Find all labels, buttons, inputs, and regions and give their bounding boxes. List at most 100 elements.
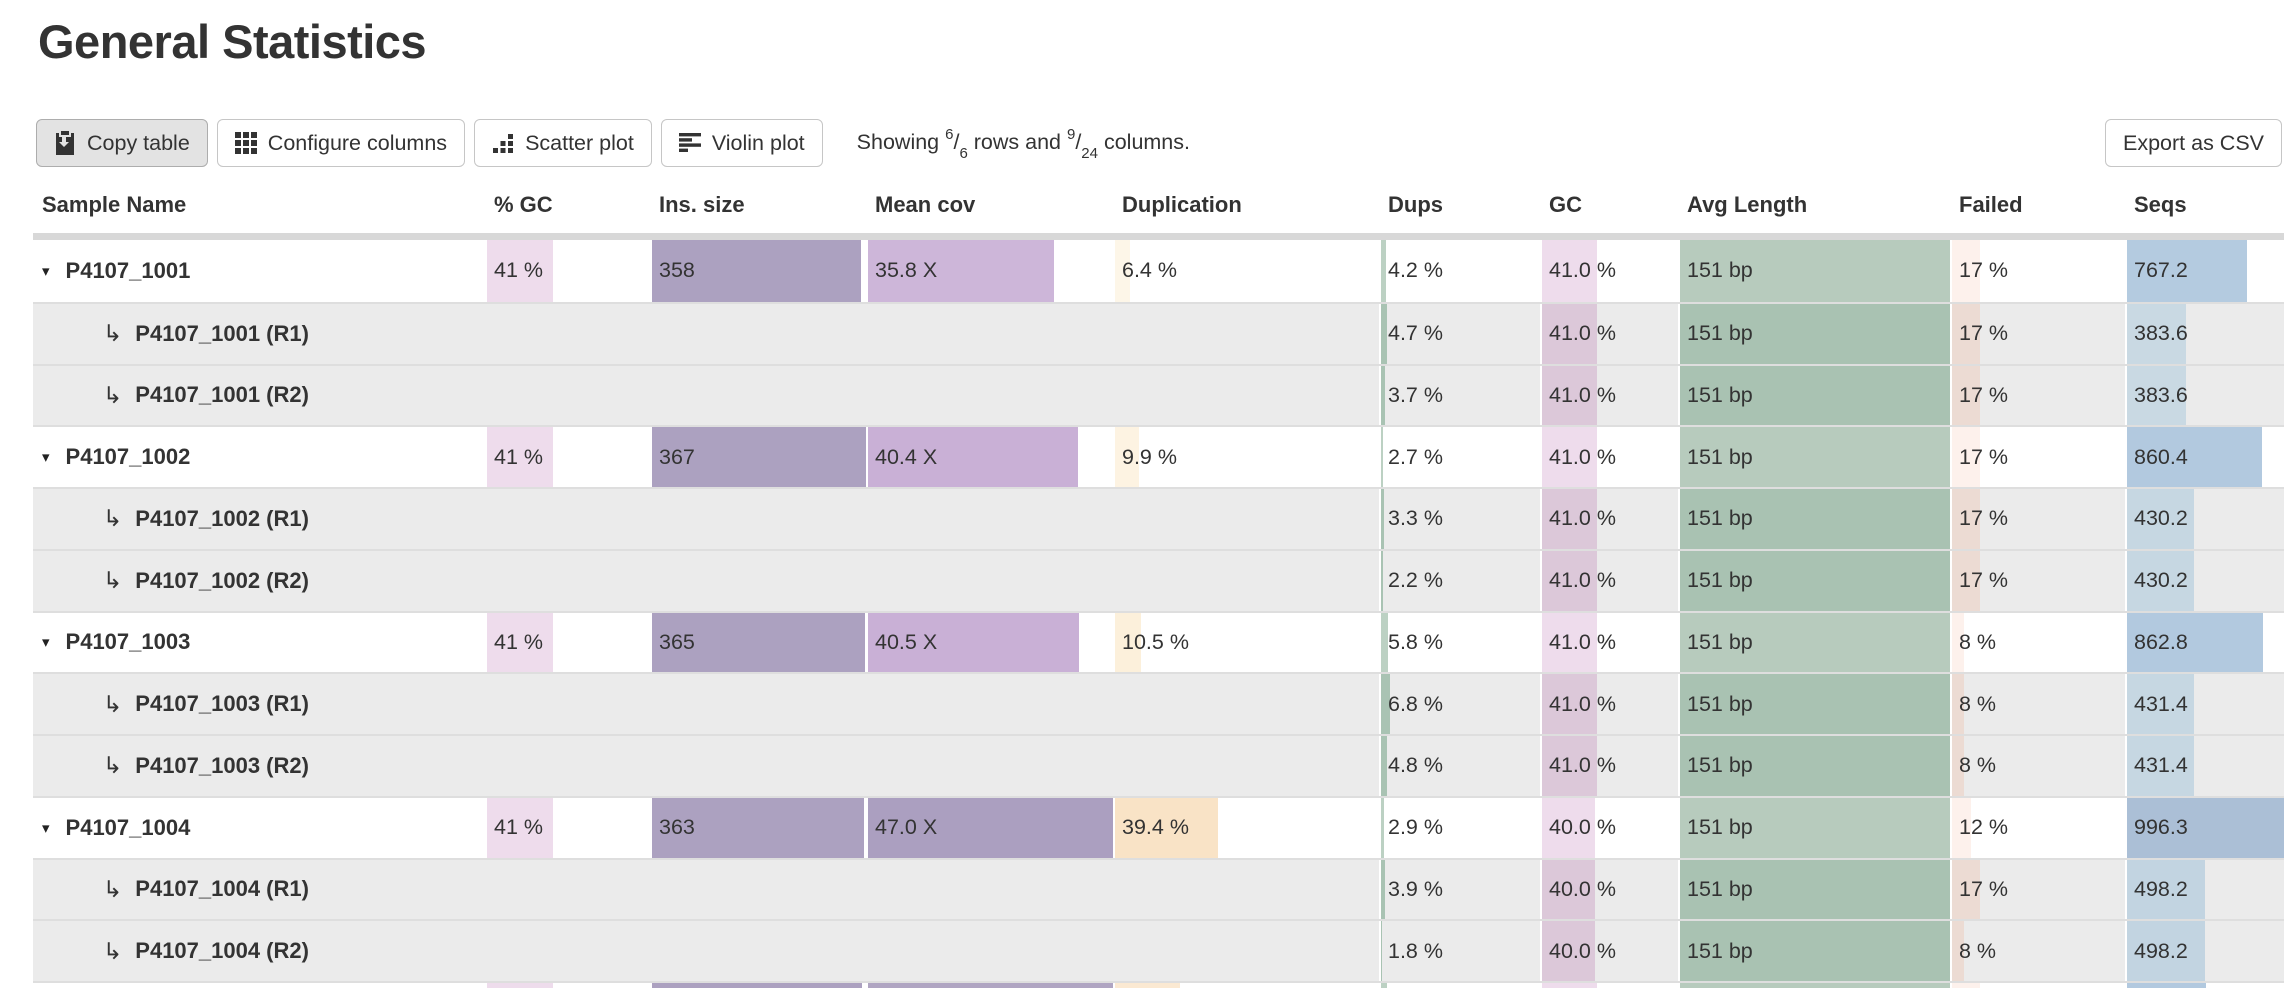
value-bar: [2125, 859, 2205, 920]
sample-name: P4107_1004 (R1): [135, 876, 309, 902]
sample-name: P4107_1003 (R2): [135, 752, 309, 778]
sample-name-cell[interactable]: ▾ P4107_1002: [33, 427, 485, 487]
cell-dup: [1113, 366, 1379, 426]
cell-value: 151 bp: [1687, 753, 1753, 778]
column-header-sample[interactable]: Sample Name: [42, 192, 187, 217]
cell-value: 41.0 %: [1549, 444, 1616, 469]
cell-failed: 8 %: [1950, 612, 2125, 673]
configure-columns-label: Configure columns: [267, 130, 448, 155]
value-bar: [1379, 921, 1382, 981]
cell-value: 498.2: [2134, 938, 2188, 963]
sample-name-cell[interactable]: ▾ P4107_1004: [33, 798, 485, 858]
subrow-arrow-icon: ↳: [103, 505, 123, 532]
cell-value: 363: [659, 815, 695, 840]
cell-gc_pct: 41 %: [485, 427, 650, 487]
scatter-plot-button[interactable]: Scatter plot: [474, 119, 652, 167]
cell-gc_pct: [485, 366, 650, 426]
expand-caret-icon[interactable]: ▾: [42, 819, 50, 837]
cell-value: 41 %: [494, 444, 544, 469]
cell-ins: [650, 674, 866, 734]
cell-dups: 2.9 %: [1379, 797, 1540, 858]
value-bar: [1379, 674, 1390, 734]
cell-failed: 17 %: [1950, 240, 2125, 302]
cell-seqs: 498.2: [2125, 921, 2284, 981]
cell-value: 40.0 %: [1549, 876, 1616, 901]
sample-name: P4107_1004: [65, 814, 191, 840]
cell-value: 151 bp: [1687, 444, 1753, 469]
cell-value: 151 bp: [1687, 691, 1753, 716]
expand-caret-icon[interactable]: ▾: [42, 634, 50, 652]
cell-dup: 10.5 %: [1113, 612, 1379, 673]
cell-value: 383.6: [2134, 382, 2188, 407]
cell-seqs: 383.6: [2125, 303, 2284, 364]
cell-dup: [1113, 489, 1379, 549]
table-subrow: ↳ P4107_1001 (R2) 3.7 % 41.0 % 151 bp 17 % 383…: [33, 363, 2284, 426]
cell-gc_pct: [485, 860, 650, 920]
cell-value: 862.8: [2134, 629, 2188, 654]
configure-columns-button[interactable]: Configure columns: [216, 119, 466, 167]
column-header-dup[interactable]: Duplication: [1122, 192, 1242, 217]
cell-value: 41.0 %: [1549, 258, 1616, 283]
sample-name-cell[interactable]: ▾ P4107_1001: [33, 240, 485, 302]
cell-value: 41.0 %: [1549, 568, 1616, 593]
table-subrow: ↳ P4107_1002 (R2) 2.2 % 41.0 % 151 bp 17 % 430…: [33, 548, 2284, 611]
cell-failed: 17 %: [1950, 859, 2125, 920]
sample-name-cell: ↳ P4107_1001 (R2): [33, 366, 485, 426]
cell-gc_pct: 41 %: [485, 797, 650, 858]
value-bar: [1950, 921, 1964, 981]
value-bar: [1678, 921, 1950, 981]
cell-value: 4.2 %: [1388, 258, 1443, 283]
value-bar: [1950, 797, 1971, 858]
cell-value: 151 bp: [1687, 258, 1753, 283]
cell-failed: 17 %: [1950, 427, 2125, 487]
column-header-gc_pct[interactable]: % GC: [494, 192, 553, 217]
expand-caret-icon[interactable]: ▾: [42, 262, 50, 280]
value-bar: [2125, 240, 2248, 302]
expand-caret-icon[interactable]: ▾: [42, 449, 50, 467]
cell-dup: 9.9 %: [1113, 427, 1379, 487]
cell-dup: [1113, 921, 1379, 981]
cell-avg: 151 bp: [1678, 859, 1950, 920]
sample-name-cell[interactable]: ▾ P4107_1003: [33, 613, 485, 673]
cell-ins: 363: [650, 797, 866, 858]
value-bar: [1950, 240, 1980, 302]
value-bar: [1379, 797, 1384, 858]
value-bar: [1678, 365, 1950, 426]
value-bar: [1950, 859, 1980, 920]
column-header-gc[interactable]: GC: [1549, 192, 1582, 217]
column-header-meancov[interactable]: Mean cov: [875, 192, 976, 217]
export-csv-button[interactable]: Export as CSV: [2105, 119, 2282, 167]
cell-gc_pct: [485, 983, 650, 988]
subrow-arrow-icon: ↳: [103, 320, 123, 347]
sample-name: P4107_1001: [65, 257, 191, 283]
value-bar: [1678, 797, 1950, 858]
cell-value: 8 %: [1959, 629, 1997, 654]
column-header-dups[interactable]: Dups: [1388, 192, 1443, 217]
cell-ins: [650, 736, 866, 796]
violin-plot-button[interactable]: Violin plot: [660, 119, 823, 167]
column-header-failed[interactable]: Failed: [1959, 192, 2023, 217]
sample-name: P4107_1001 (R1): [135, 320, 309, 346]
cell-value: 41.0 %: [1549, 629, 1616, 654]
sample-name: P4107_1002: [65, 444, 191, 470]
cell-gc: 41.0 %: [1540, 427, 1678, 487]
copy-table-button[interactable]: Copy table: [36, 119, 208, 167]
general-stats-table: Sample Name % GC Ins. size Mean cov Duplicat…: [33, 178, 2284, 988]
cell-meancov: [866, 983, 1113, 988]
sample-name: P4107_1002 (R1): [135, 505, 309, 531]
cell-failed: 17 %: [1950, 303, 2125, 364]
column-header-ins[interactable]: Ins. size: [659, 192, 745, 217]
cell-gc_pct: [485, 489, 650, 549]
scatter-dots-icon: [492, 132, 514, 154]
value-bar: [1540, 550, 1597, 611]
cell-dups: 4.2 %: [1379, 240, 1540, 302]
value-bar: [1540, 797, 1596, 858]
cell-value: 17 %: [1959, 321, 2009, 346]
header-divider: [33, 233, 2284, 240]
value-bar: [1678, 489, 1950, 549]
value-bar: [1678, 736, 1950, 796]
column-header-avg[interactable]: Avg Length: [1687, 192, 1808, 217]
column-header-seqs[interactable]: Seqs: [2134, 192, 2187, 217]
cell-value: 39.4 %: [1122, 815, 1189, 840]
sample-name-cell: ↳ P4107_1003 (R1): [33, 674, 485, 734]
